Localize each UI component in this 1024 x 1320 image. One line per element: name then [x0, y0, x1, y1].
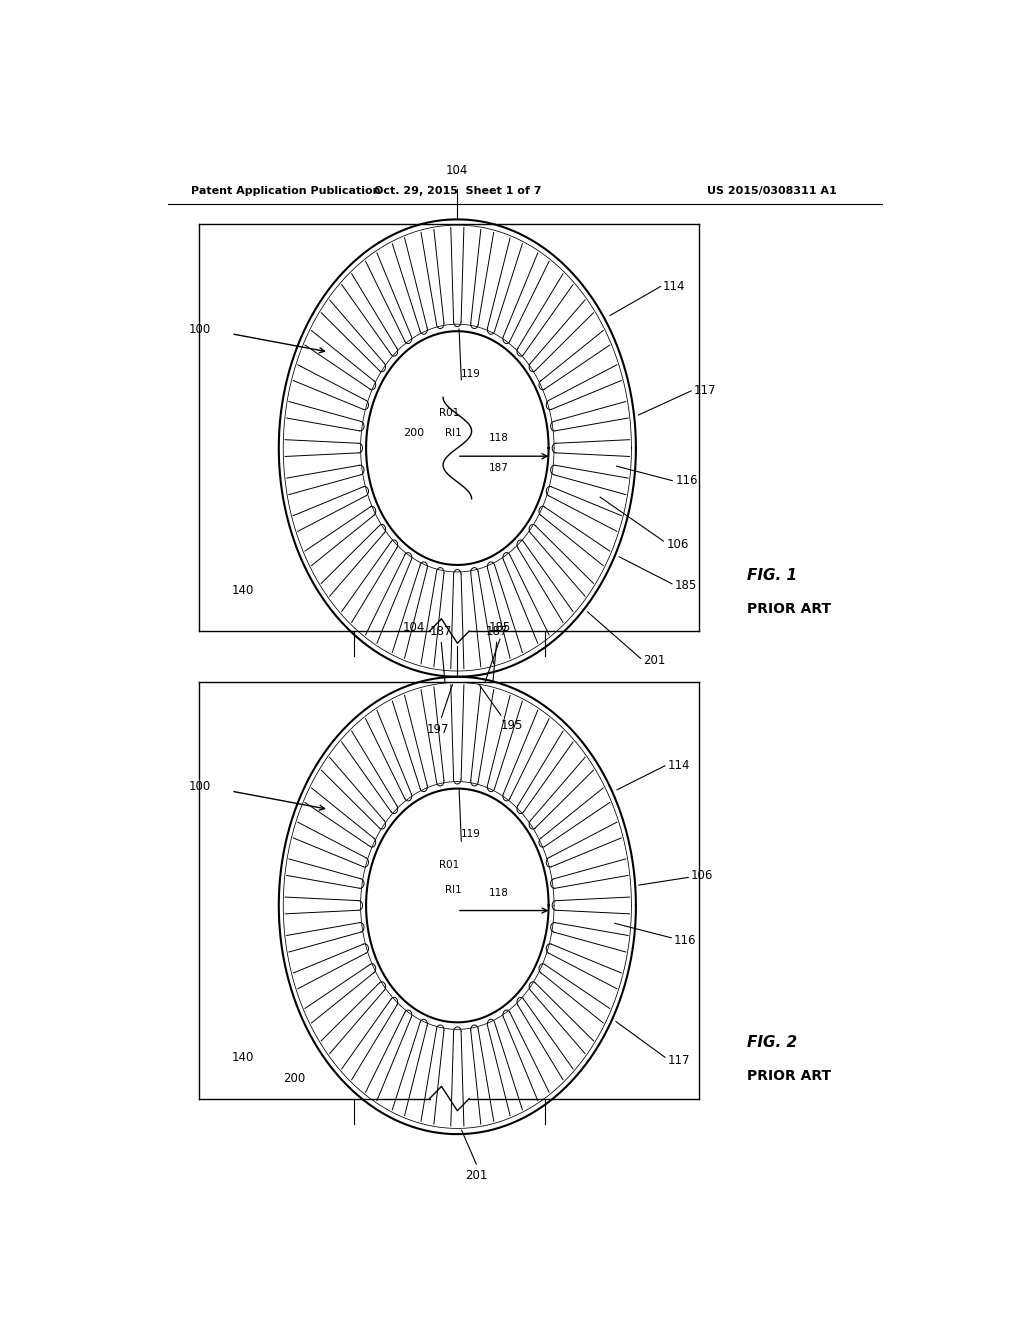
Text: RI1: RI1 — [445, 886, 462, 895]
Text: 201: 201 — [465, 1170, 487, 1183]
Text: 197: 197 — [426, 722, 449, 735]
Text: PRIOR ART: PRIOR ART — [748, 602, 831, 615]
Text: PRIOR ART: PRIOR ART — [748, 1069, 831, 1084]
Text: R01: R01 — [439, 408, 460, 417]
Text: 106: 106 — [691, 869, 713, 882]
Text: 116: 116 — [676, 474, 698, 487]
Text: 119: 119 — [461, 370, 481, 379]
Text: US 2015/0308311 A1: US 2015/0308311 A1 — [708, 186, 837, 195]
Text: 140: 140 — [231, 583, 254, 597]
Text: 100: 100 — [189, 322, 211, 335]
Text: 117: 117 — [668, 1053, 690, 1067]
Text: 104: 104 — [402, 622, 425, 634]
Text: 100: 100 — [189, 780, 211, 793]
Text: R01: R01 — [439, 859, 460, 870]
Text: 114: 114 — [664, 280, 686, 293]
Text: 118: 118 — [488, 888, 508, 899]
Text: RI1: RI1 — [445, 428, 462, 438]
Text: Patent Application Publication: Patent Application Publication — [191, 186, 381, 195]
Text: 200: 200 — [284, 1072, 306, 1085]
Text: 187: 187 — [485, 626, 508, 638]
Text: 106: 106 — [667, 537, 689, 550]
Text: FIG. 1: FIG. 1 — [748, 568, 797, 582]
Text: 116: 116 — [674, 935, 696, 948]
Text: 140: 140 — [231, 1052, 254, 1064]
Text: 114: 114 — [668, 759, 690, 772]
Text: 118: 118 — [488, 433, 508, 444]
Text: FIG. 2: FIG. 2 — [748, 1035, 797, 1051]
Text: Oct. 29, 2015  Sheet 1 of 7: Oct. 29, 2015 Sheet 1 of 7 — [374, 186, 541, 195]
Text: 119: 119 — [461, 829, 481, 840]
Text: 187: 187 — [489, 463, 509, 474]
Text: 185: 185 — [675, 579, 696, 593]
Text: 201: 201 — [643, 655, 666, 667]
Text: 187: 187 — [430, 626, 453, 638]
Text: 195: 195 — [501, 719, 523, 733]
Text: 200: 200 — [403, 428, 424, 438]
Text: 104: 104 — [446, 164, 469, 177]
Text: 117: 117 — [693, 384, 716, 397]
Text: 185: 185 — [488, 620, 511, 634]
